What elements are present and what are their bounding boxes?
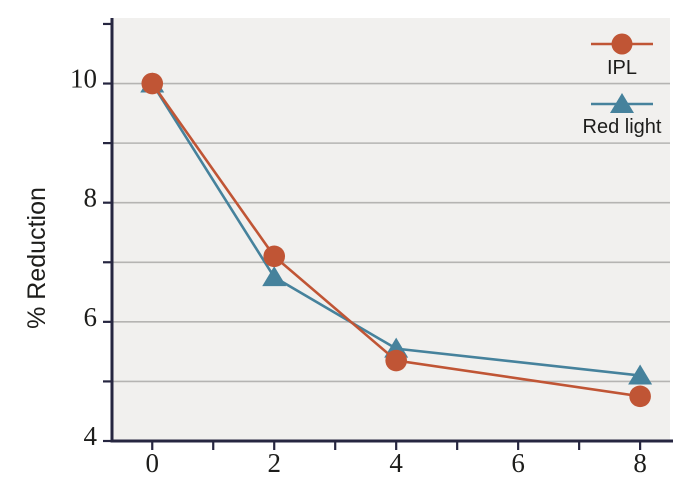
y-tick-label: 10: [70, 64, 97, 94]
marker-circle-ipl: [629, 385, 651, 408]
y-tick-label: 4: [84, 421, 98, 451]
y-axis-title: % Reduction: [23, 187, 51, 329]
series-line-ipl: [151, 82, 641, 398]
marker-circle-ipl: [263, 245, 286, 268]
x-tick-label: 0: [145, 448, 159, 478]
x-tick-label: 6: [511, 448, 525, 478]
marker-triangle-red-light: [262, 266, 287, 287]
marker-triangle-red-light: [628, 364, 653, 385]
y-tick-label: 6: [84, 302, 98, 332]
plot-area: [112, 18, 670, 441]
marker-circle-ipl: [385, 349, 407, 372]
y-tick-label: 8: [84, 183, 98, 213]
x-tick-label: 8: [633, 448, 647, 478]
series-line-red-light: [151, 82, 641, 377]
x-tick-label: 4: [389, 448, 403, 478]
x-tick-label: 2: [267, 448, 281, 478]
marker-circle-ipl: [141, 72, 164, 95]
